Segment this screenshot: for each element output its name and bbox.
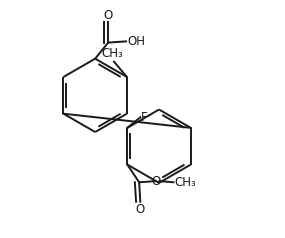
Text: CH₃: CH₃ — [102, 47, 124, 60]
Text: O: O — [151, 175, 160, 188]
Text: F: F — [141, 111, 148, 124]
Text: O: O — [136, 203, 145, 216]
Text: OH: OH — [127, 35, 145, 48]
Text: O: O — [103, 9, 113, 21]
Text: CH₃: CH₃ — [174, 176, 196, 189]
